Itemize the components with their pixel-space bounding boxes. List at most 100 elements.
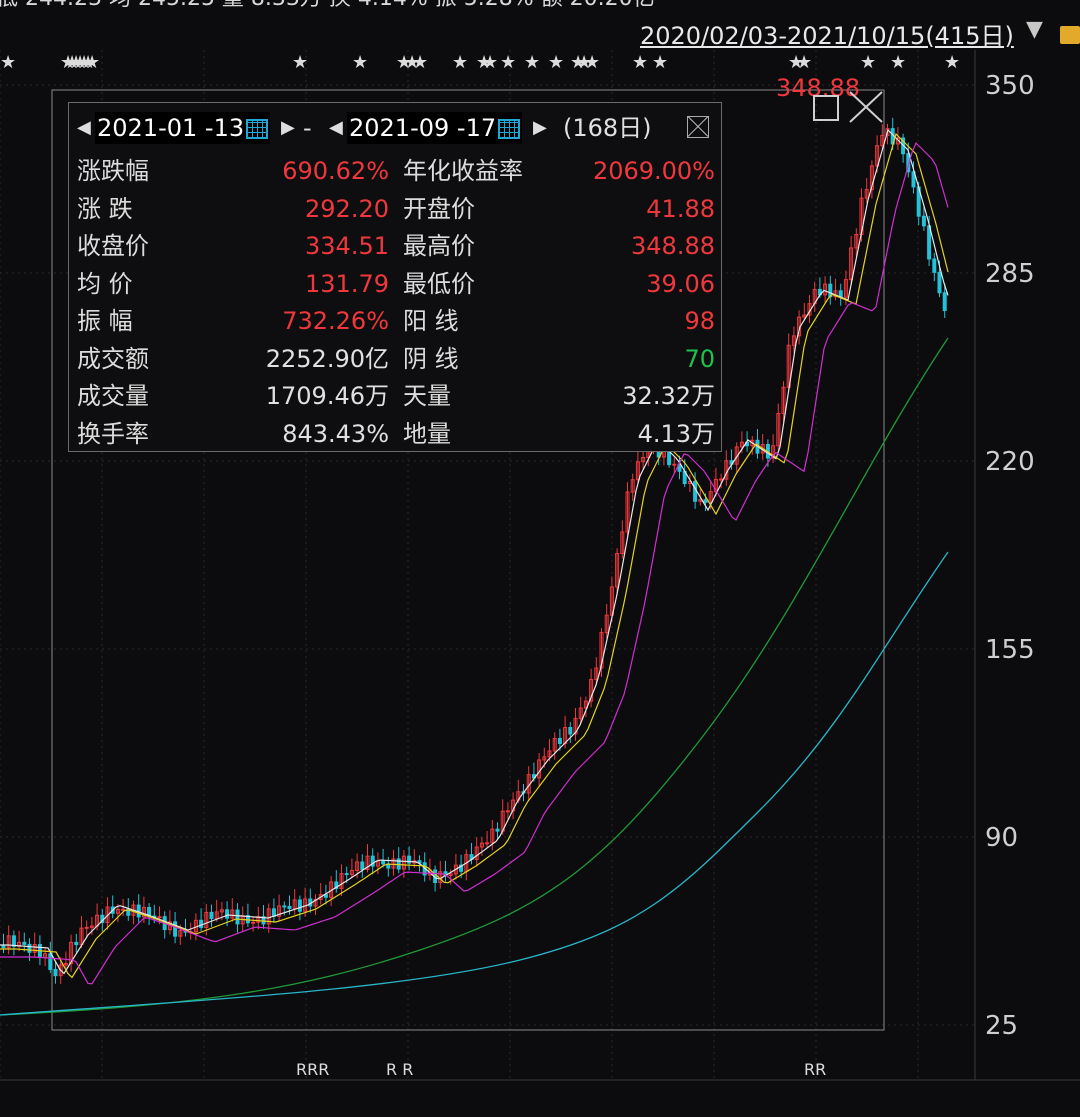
candle-body bbox=[672, 463, 677, 466]
candle-body bbox=[287, 905, 292, 910]
y-axis-label: 25 bbox=[985, 1011, 1018, 1041]
candle-body bbox=[313, 898, 318, 907]
y-axis-label: 220 bbox=[985, 447, 1035, 477]
candle-body bbox=[620, 531, 625, 554]
candle-body bbox=[199, 919, 204, 928]
event-star-icon: ★ bbox=[500, 52, 516, 73]
r-mark: RR bbox=[804, 1060, 826, 1079]
prev-start-arrow-icon[interactable]: ◀ bbox=[77, 117, 91, 138]
candle-body bbox=[277, 905, 282, 917]
calendar-icon[interactable] bbox=[498, 119, 521, 139]
stat-lk: 换手率 bbox=[77, 419, 149, 448]
candle-body bbox=[219, 909, 224, 913]
event-star-icon: ★ bbox=[890, 52, 906, 73]
candle-body bbox=[339, 873, 344, 889]
stat-lv: 292.20 bbox=[305, 194, 389, 223]
candle-body bbox=[178, 930, 183, 937]
event-star-icon: ★ bbox=[548, 52, 564, 73]
event-star-icon: ★ bbox=[584, 52, 600, 73]
stat-rk: 开盘价 bbox=[403, 194, 475, 223]
candle-body bbox=[921, 215, 926, 227]
candle-body bbox=[459, 864, 464, 872]
candle-body bbox=[355, 861, 360, 871]
event-star-icon: ★ bbox=[72, 52, 88, 73]
candle-body bbox=[781, 386, 786, 415]
event-star-icon: ★ bbox=[292, 52, 308, 73]
candle-body bbox=[89, 925, 94, 928]
end-date: 2021-09 -17 bbox=[349, 114, 497, 142]
candle-body bbox=[141, 906, 146, 918]
candle-body bbox=[407, 855, 412, 864]
maximize-icon[interactable] bbox=[813, 95, 839, 121]
candle-body bbox=[204, 911, 209, 928]
prev-end-arrow-icon[interactable]: ◀ bbox=[329, 117, 343, 138]
candle-body bbox=[48, 953, 53, 970]
event-star-icon: ★ bbox=[652, 52, 668, 73]
stat-lv: 2252.90亿 bbox=[265, 344, 389, 373]
top-bar: 低 244.23 均 245.25 量 8.33万 换 4.14% 振 5.28… bbox=[0, 0, 1080, 50]
stats-row: 换手率 843.43% 地量 4.13万 bbox=[69, 416, 723, 453]
calendar-icon[interactable] bbox=[246, 119, 269, 139]
candle-body bbox=[69, 941, 74, 964]
candle-body bbox=[906, 153, 911, 173]
candle-body bbox=[11, 935, 16, 947]
candle-body bbox=[251, 921, 256, 924]
stats-row: 成交量 1709.46万 天量 32.32万 bbox=[69, 378, 723, 415]
stat-rk: 最低价 bbox=[403, 269, 475, 298]
candle-body bbox=[552, 738, 557, 752]
candle-body bbox=[485, 842, 490, 845]
end-date-box[interactable]: 2021-09 -17 bbox=[347, 112, 523, 144]
stat-lk: 均 价 bbox=[77, 269, 133, 298]
event-star-icon: ★ bbox=[68, 52, 84, 73]
event-star-icon: ★ bbox=[944, 52, 960, 73]
date-range-link[interactable]: 2020/02/03-2021/10/15(415日) bbox=[640, 22, 1014, 50]
candle-body bbox=[391, 858, 396, 869]
candle-body bbox=[360, 861, 365, 870]
candle-body bbox=[542, 756, 547, 761]
stat-rv: 98 bbox=[684, 307, 715, 335]
event-star-icon: ★ bbox=[482, 52, 498, 73]
stats-row: 均 价 131.79 最低价 39.06 bbox=[69, 266, 723, 303]
r-mark: R R bbox=[386, 1060, 413, 1079]
candle-body bbox=[173, 921, 178, 937]
stat-lk: 成交额 bbox=[77, 344, 149, 373]
candle-body bbox=[349, 869, 354, 876]
start-date-box[interactable]: 2021-01 -13 bbox=[95, 112, 271, 144]
candle-body bbox=[557, 738, 562, 745]
candle-body bbox=[417, 860, 422, 864]
ma20-line bbox=[0, 141, 949, 985]
window-controls bbox=[813, 91, 883, 123]
candle-body bbox=[885, 128, 890, 136]
event-star-icon: ★ bbox=[76, 52, 92, 73]
candle-body bbox=[297, 899, 302, 912]
event-star-icon: ★ bbox=[788, 52, 804, 73]
candle-body bbox=[864, 189, 869, 199]
next-end-arrow-icon[interactable]: ▶ bbox=[533, 117, 547, 138]
candle-body bbox=[880, 134, 885, 147]
candle-body bbox=[869, 165, 874, 191]
event-star-icon: ★ bbox=[576, 52, 592, 73]
next-start-arrow-icon[interactable]: ▶ bbox=[281, 117, 295, 138]
kline-chart[interactable]: 350 285 220 155 90 25 ★ ★ ★ ★ ★ ★ ★ ★ ★ ★ ★ ★ ★ ★ ★ ★ ★ ★ ★ ★ ★ ★ ★ ★… bbox=[0, 50, 1080, 1117]
dropdown-caret-icon[interactable]: ▼ bbox=[1026, 17, 1043, 42]
candle-body bbox=[479, 842, 484, 848]
stat-lk: 成交量 bbox=[77, 382, 149, 410]
candle-body bbox=[115, 908, 120, 914]
candle-body bbox=[121, 908, 126, 911]
candle-body bbox=[74, 941, 79, 946]
stat-lv: 843.43% bbox=[282, 419, 389, 448]
candle-body bbox=[911, 171, 916, 188]
candle-body bbox=[932, 258, 937, 273]
event-star-icon: ★ bbox=[396, 52, 412, 73]
ma60-line bbox=[0, 337, 949, 1016]
event-star-icon: ★ bbox=[524, 52, 540, 73]
candle-body bbox=[266, 908, 271, 925]
event-star-icon: ★ bbox=[60, 52, 76, 73]
candle-body bbox=[334, 881, 339, 889]
candle-body bbox=[225, 909, 230, 919]
lock-icon[interactable] bbox=[1060, 26, 1080, 44]
close-panel-icon[interactable] bbox=[687, 116, 709, 138]
event-star-icon: ★ bbox=[352, 52, 368, 73]
event-star-icon: ★ bbox=[796, 52, 812, 73]
